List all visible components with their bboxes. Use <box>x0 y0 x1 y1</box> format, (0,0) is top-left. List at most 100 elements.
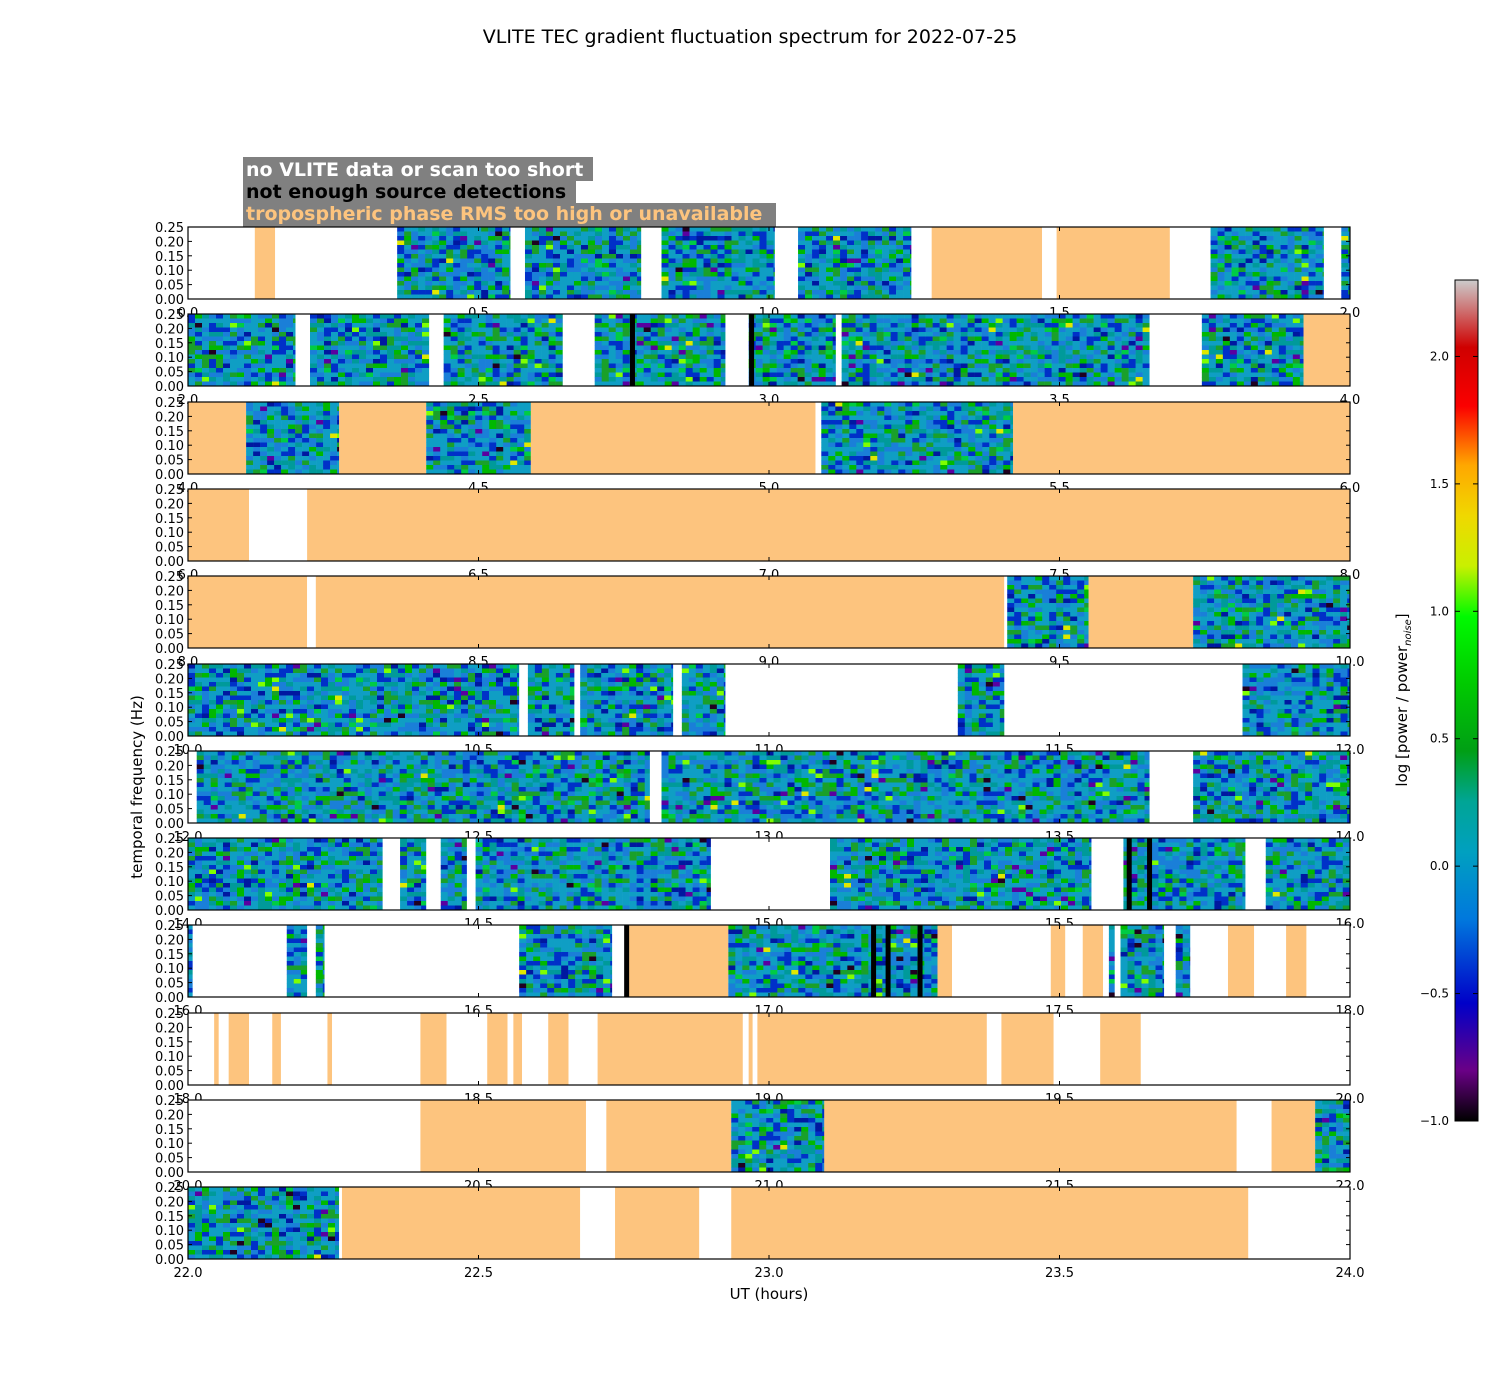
no-data-segment <box>835 314 842 386</box>
spectrum-segment <box>1210 227 1325 300</box>
no-data-segment <box>1114 925 1121 997</box>
spectrum-segment <box>397 227 511 300</box>
y-tick-label: 0.25 <box>155 745 184 760</box>
panel-11: 0.000.050.100.150.200.2520.020.521.021.5… <box>155 1094 1364 1194</box>
no-data-segment <box>612 925 627 997</box>
y-tick-label: 0.00 <box>155 642 184 657</box>
x-tick-label: 22.0 <box>174 1266 203 1281</box>
legend-box <box>243 157 593 181</box>
y-tick-label: 0.10 <box>155 701 184 716</box>
tropo-segment <box>513 1013 523 1085</box>
colorbar: −1.0 −0.5 0.0 0.5 1.0 1.5 2.0 log [power / powe… <box>1393 279 1479 1128</box>
tropo-segment <box>420 1013 447 1085</box>
tropo-segment <box>615 1187 700 1259</box>
y-tick-label: 0.20 <box>155 1195 184 1210</box>
y-tick-label: 0.05 <box>155 1152 184 1167</box>
legend-item-label: no VLITE data or scan too short <box>246 159 583 181</box>
spectrum-segment <box>1201 314 1304 387</box>
no-data-segment <box>188 1013 215 1085</box>
x-axis-label: UT (hours) <box>730 1285 809 1303</box>
spectrum-segment <box>315 925 325 998</box>
no-data-segment <box>1248 1187 1350 1259</box>
tropo-segment <box>931 227 1043 299</box>
y-tick-label: 0.20 <box>155 322 184 337</box>
tropo-segment <box>606 1100 732 1172</box>
no-data-segment <box>249 1013 273 1085</box>
no-data-segment <box>429 314 444 386</box>
y-tick-label: 0.15 <box>155 1123 184 1138</box>
y-tick-label: 0.20 <box>155 672 184 687</box>
y-axis-label: temporal frequency (Hz) <box>128 695 146 879</box>
no-data-segment <box>641 227 662 299</box>
colorbar-tick-label: −0.5 <box>1420 987 1449 1001</box>
spectrum-segment <box>594 314 726 387</box>
tropo-segment <box>339 402 427 474</box>
colorbar-label: log [power / powernoise] <box>1393 613 1414 786</box>
tropo-segment <box>188 576 308 648</box>
legend-box <box>243 181 576 203</box>
no-data-segment <box>1306 925 1350 997</box>
tropo-segment <box>315 576 1005 648</box>
spectrum-segment <box>1265 838 1351 911</box>
spectrum-segment <box>661 227 776 300</box>
no-data-segment <box>426 838 441 910</box>
no-data-segment <box>774 227 799 299</box>
tropo-segment <box>188 489 250 561</box>
y-tick-label: 0.20 <box>155 497 184 512</box>
y-tick-label: 0.20 <box>155 1108 184 1123</box>
spectrum-segment <box>527 664 575 737</box>
detection-gap-segment <box>1126 838 1132 910</box>
x-tick-label: 23.5 <box>1045 1266 1074 1281</box>
tropo-segment <box>757 1013 987 1085</box>
tropo-segment <box>937 925 953 997</box>
y-tick-label: 0.25 <box>155 1094 184 1109</box>
spectrum-segment <box>519 925 613 998</box>
tropo-segment <box>327 1013 333 1085</box>
panels: 0.000.050.100.150.200.250.00.51.01.52.00… <box>155 221 1364 1281</box>
tropo-segment <box>731 1187 1249 1259</box>
no-data-segment <box>1004 576 1008 648</box>
spectrum-segment <box>196 751 651 824</box>
colorbar-tick-label: 0.5 <box>1430 732 1449 746</box>
no-data-segment <box>192 925 287 997</box>
no-data-segment <box>519 664 528 736</box>
y-tick-label: 0.00 <box>155 1079 184 1094</box>
no-data-segment <box>188 1100 421 1172</box>
no-data-segment <box>1103 925 1109 997</box>
y-tick-label: 0.10 <box>155 439 184 454</box>
no-data-segment <box>510 227 525 299</box>
y-tick-label: 0.00 <box>155 380 184 395</box>
y-tick-label: 0.05 <box>155 1239 184 1254</box>
tropo-segment <box>530 402 816 474</box>
y-tick-label: 0.00 <box>155 1253 184 1268</box>
y-tick-label: 0.10 <box>155 1137 184 1152</box>
panel-10: 0.000.050.100.150.200.2518.018.519.019.5… <box>155 1007 1364 1107</box>
no-data-segment <box>1164 925 1176 997</box>
no-data-segment <box>507 1013 514 1085</box>
no-data-segment <box>952 925 1051 997</box>
spectrum-segment <box>798 227 912 300</box>
no-data-segment <box>1149 314 1202 386</box>
spectrum-segment <box>728 925 938 998</box>
detection-gap-segment <box>629 314 635 386</box>
y-tick-label: 0.05 <box>155 366 184 381</box>
no-data-segment <box>332 1013 421 1085</box>
spectrum-segment <box>731 1100 825 1173</box>
panel-12: 0.000.050.100.150.200.25 22.0 22.5 23.0 23.5… <box>155 1181 1364 1281</box>
y-tick-label: 0.15 <box>155 687 184 702</box>
panel-5: 0.000.050.100.150.200.258.0 8.5 9.0 9.5 10.0 <box>155 570 1364 670</box>
y-tick-label: 0.25 <box>155 1007 184 1022</box>
y-tick-label: 0.10 <box>155 1050 184 1065</box>
no-data-segment <box>307 925 316 997</box>
spectrum-segment <box>957 664 1005 737</box>
y-tick-label: 0.15 <box>155 425 184 440</box>
no-data-segment <box>1323 227 1342 299</box>
no-data-segment <box>562 314 595 386</box>
y-tick-label: 0.20 <box>155 846 184 861</box>
no-data-segment <box>1065 925 1083 997</box>
no-data-segment <box>339 1187 342 1259</box>
tropo-segment <box>597 1013 743 1085</box>
y-tick-label: 0.20 <box>155 584 184 599</box>
no-data-segment <box>574 664 581 736</box>
spectrum-segment <box>1175 925 1191 998</box>
